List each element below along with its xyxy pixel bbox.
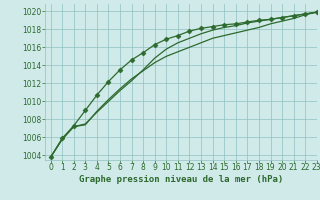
X-axis label: Graphe pression niveau de la mer (hPa): Graphe pression niveau de la mer (hPa) <box>79 175 283 184</box>
